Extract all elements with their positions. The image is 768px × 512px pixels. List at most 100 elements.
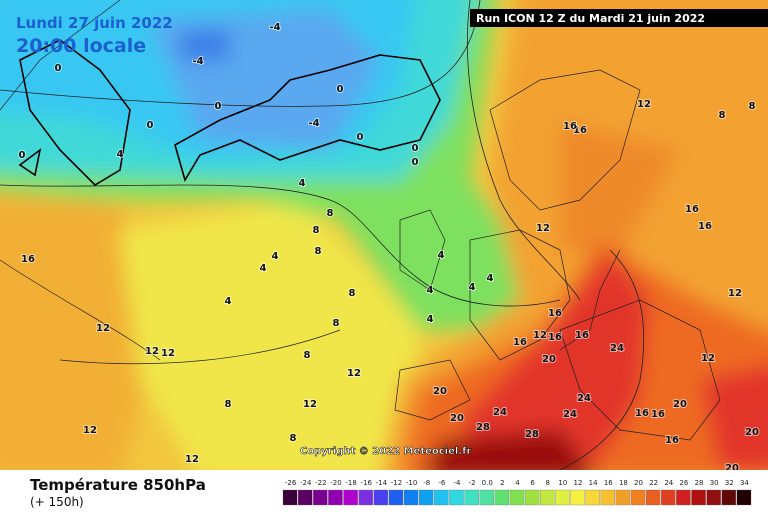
isotherm-label: 12: [701, 353, 715, 364]
isotherm-label: 8: [333, 318, 340, 329]
isotherm-label: 16: [698, 221, 712, 232]
isotherm-label: 8: [719, 110, 726, 121]
colorbar-label: -24: [300, 479, 312, 487]
colorbar-swatch: [297, 489, 313, 506]
isotherm-label: 12: [637, 99, 651, 110]
colorbar-swatch: [494, 489, 510, 506]
isotherm-label: 0: [412, 157, 419, 168]
colorbar-swatch: [600, 489, 615, 506]
isotherm-label: 12: [347, 368, 361, 379]
colorbar-swatch: [676, 489, 691, 506]
isotherm-label: 16: [575, 330, 589, 341]
colorbar-swatch: [282, 489, 298, 506]
colorbar-swatch: [615, 489, 631, 506]
borders: [0, 0, 721, 441]
colorbar-swatch: [464, 489, 479, 506]
isotherm-label: 0: [19, 150, 26, 161]
colorbar-label: -14: [376, 479, 388, 487]
isotherm-label: 4: [427, 285, 434, 296]
isotherms: [0, 0, 645, 470]
colorbar-label: 18: [619, 479, 628, 487]
isotherm-label: 12: [145, 346, 159, 357]
forecast-time: 20:00 locale: [16, 35, 146, 57]
colorbar-swatch: [479, 489, 494, 506]
isotherm-label: 8: [290, 433, 297, 444]
isotherm-label: 16: [573, 125, 587, 136]
colorbar-swatch: [645, 489, 661, 506]
isotherm-label: 20: [542, 354, 556, 365]
isotherm-label: 8: [304, 350, 311, 361]
isotherm-label: 8: [225, 399, 232, 410]
colorbar-label: 24: [664, 479, 673, 487]
colorbar-label: 2: [500, 479, 504, 487]
run-banner: [470, 9, 768, 27]
isotherm-label: 4: [438, 250, 445, 261]
colorbar-label: -22: [315, 479, 326, 487]
colorbar-label: 32: [725, 479, 734, 487]
colorbar-label: -18: [345, 479, 356, 487]
colorbar-label: 4: [515, 479, 520, 487]
run-info: Run ICON 12 Z du Mardi 21 juin 2022: [476, 12, 705, 25]
isotherm-label: 16: [563, 121, 577, 132]
isotherm-label: 0: [337, 84, 344, 95]
isotherm-label: 24: [577, 393, 591, 404]
colorbar-swatch: [328, 489, 343, 506]
colorbar-label: 30: [710, 479, 719, 487]
colorbar-swatch: [736, 489, 752, 506]
isotherm-label: 20: [725, 463, 739, 474]
colorbar-swatch: [524, 489, 540, 506]
isotherm-label: 8: [749, 101, 756, 112]
isotherm-label: 16: [548, 308, 562, 319]
colorbar-swatch: [555, 489, 570, 506]
colorbar-label: -26: [285, 479, 297, 487]
isotherm-label: 12: [536, 223, 550, 234]
colorbar-label: 16: [604, 479, 613, 487]
colorbar-label: 22: [649, 479, 658, 487]
footer-subtitle: (+ 150h): [30, 495, 84, 509]
isotherm-label: 20: [433, 386, 447, 397]
colorbar-label: -4: [453, 479, 461, 487]
colorbar-label: 0.0: [482, 479, 493, 487]
colorbar-swatch: [388, 489, 404, 506]
colorbar-label: 14: [589, 479, 598, 487]
isotherm-label: 4: [260, 263, 267, 274]
colorbar-swatch: [585, 489, 600, 506]
isotherm-label: 8: [315, 246, 322, 257]
isotherm-label: 16: [635, 408, 649, 419]
colorbar-label: -10: [406, 479, 417, 487]
isotherm-label: 20: [745, 427, 759, 438]
isotherm-label: 0: [55, 63, 62, 74]
isotherm-label: 20: [673, 399, 687, 410]
colorbar-swatch: [721, 489, 737, 506]
colorbar-swatch: [403, 489, 419, 506]
isotherm-label: 0: [412, 143, 419, 154]
colorbar-swatch: [570, 489, 585, 506]
isotherm-label: 4: [469, 282, 476, 293]
colorbar-label: 28: [695, 479, 704, 487]
isotherm-label: 12: [728, 288, 742, 299]
colorbar-label: -6: [438, 479, 446, 487]
colorbar-label: -2: [469, 479, 476, 487]
isotherm-label: 28: [525, 429, 539, 440]
colorbar-label: 26: [679, 479, 688, 487]
colorbar-swatch: [706, 489, 721, 506]
copyright: Copyright © 2022 Meteociel.fr: [300, 446, 471, 457]
colorbar-swatch: [691, 489, 706, 506]
isotherm-label: 12: [303, 399, 317, 410]
isotherm-label: 12: [533, 330, 547, 341]
isotherm-label: 8: [313, 225, 320, 236]
colorbar-label: 20: [634, 479, 643, 487]
colorbar-label: 12: [574, 479, 583, 487]
colorbar-swatch: [343, 489, 358, 506]
isotherm-label: 0: [215, 101, 222, 112]
isotherm-label: 20: [450, 413, 464, 424]
colorbar-swatch: [358, 489, 373, 506]
colorbar-label: 6: [530, 479, 535, 487]
isotherm-label: 16: [548, 332, 562, 343]
isotherm-label: 28: [476, 422, 490, 433]
isotherm-label: 24: [563, 409, 577, 420]
forecast-date: Lundi 27 juin 2022: [16, 14, 173, 32]
isotherm-label: 0: [147, 120, 154, 131]
